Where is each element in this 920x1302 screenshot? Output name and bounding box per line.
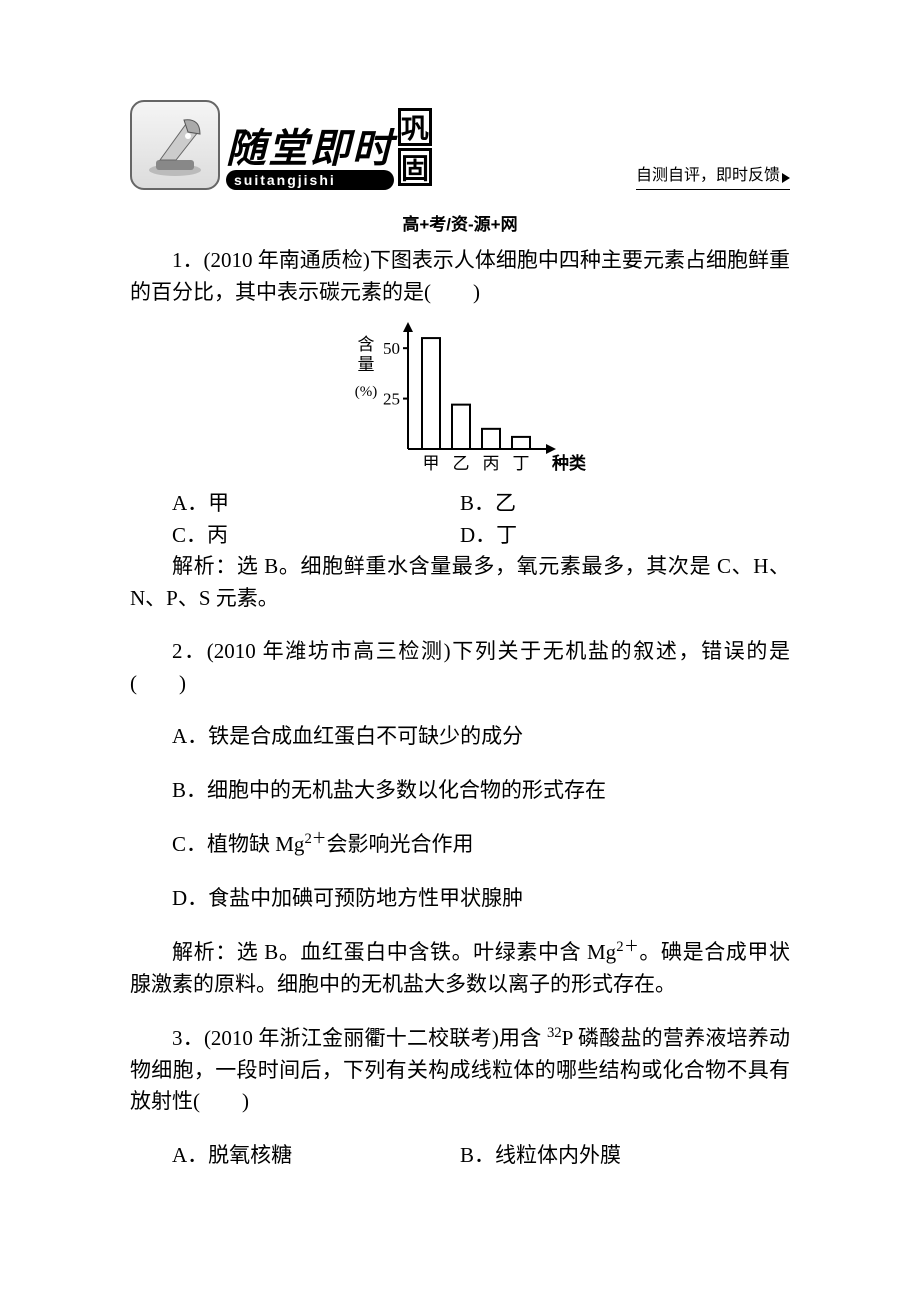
svg-text:含: 含: [358, 335, 375, 354]
q2-optc-sup: 2＋: [304, 831, 326, 847]
q2-optc-pre: C．植物缺 Mg: [172, 832, 304, 856]
svg-text:丁: 丁: [513, 454, 530, 473]
q2-answer: 解析：选 B。血红蛋白中含铁。叶绿素中含 Mg2＋。碘是合成甲状腺激素的原料。细…: [130, 936, 790, 1000]
q3-stem: 3．(2010 年浙江金丽衢十二校联考)用含 32P 磷酸盐的营养液培养动物细胞…: [130, 1022, 790, 1118]
banner-tagline: 自测自评，即时反馈: [636, 161, 790, 190]
q3-option-b: B．线粒体内外膜: [460, 1140, 790, 1172]
q3-stem-pre: 3．(2010 年浙江金丽衢十二校联考)用含: [172, 1026, 547, 1050]
q2-option-a: A．铁是合成血红蛋白不可缺少的成分: [130, 721, 790, 753]
q2-option-d: D．食盐中加碘可预防地方性甲状腺肿: [130, 883, 790, 915]
svg-text:(%): (%): [355, 384, 378, 400]
q3-option-a: A．脱氧核糖: [130, 1140, 460, 1172]
banner-title: 随堂即时: [226, 116, 394, 174]
q2-optc-post: 会影响光合作用: [326, 832, 473, 856]
svg-text:乙: 乙: [453, 454, 470, 473]
q2-stem: 2．(2010 年潍坊市高三检测)下列关于无机盐的叙述，错误的是( ): [130, 636, 790, 699]
side-char-1: 巩: [398, 108, 432, 146]
bar-chart-svg: 含量 (%) 25 50 甲乙丙丁 种类: [330, 314, 590, 484]
q2-ans-sup: 2＋: [616, 939, 639, 955]
q1-option-b: B．乙: [460, 488, 790, 520]
side-char-2: 固: [398, 148, 432, 186]
title-block: 随堂即时 suitangjishi: [226, 116, 394, 190]
q1-stem: 1．(2010 年南通质检)下图表示人体细胞中四种主要元素占细胞鲜重的百分比，其…: [130, 245, 790, 308]
svg-text:25: 25: [383, 390, 400, 409]
svg-text:50: 50: [383, 339, 400, 358]
q1-options-row2: C．丙 D．丁: [130, 520, 790, 552]
source-line: 高+考/资-源+网: [130, 210, 790, 235]
banner-pinyin: suitangjishi: [226, 170, 394, 190]
q1-options-row1: A．甲 B．乙: [130, 488, 790, 520]
q2-option-b: B．细胞中的无机盐大多数以化合物的形式存在: [130, 775, 790, 807]
q2-option-c: C．植物缺 Mg2＋会影响光合作用: [130, 828, 790, 861]
q2-ans-pre: 解析：选 B。血红蛋白中含铁。叶绿素中含 Mg: [172, 940, 616, 964]
svg-text:种类: 种类: [551, 453, 587, 473]
header-banner: 随堂即时 suitangjishi 巩 固 自测自评，即时反馈: [130, 100, 790, 190]
q1-chart: 含量 (%) 25 50 甲乙丙丁 种类: [130, 314, 790, 484]
svg-text:量: 量: [358, 355, 375, 374]
q3-stem-sup: 32: [547, 1025, 562, 1041]
q3-options-row1: A．脱氧核糖 B．线粒体内外膜: [130, 1140, 790, 1172]
q1-option-d: D．丁: [460, 520, 790, 552]
svg-text:丙: 丙: [483, 454, 500, 473]
lamp-icon: [130, 100, 220, 190]
svg-text:甲: 甲: [423, 454, 440, 473]
q1-option-c: C．丙: [130, 520, 460, 552]
banner-side-chars: 巩 固: [398, 108, 432, 186]
q1-option-a: A．甲: [130, 488, 460, 520]
q1-answer: 解析：选 B。细胞鲜重水含量最多，氧元素最多，其次是 C、H、N、P、S 元素。: [130, 551, 790, 614]
